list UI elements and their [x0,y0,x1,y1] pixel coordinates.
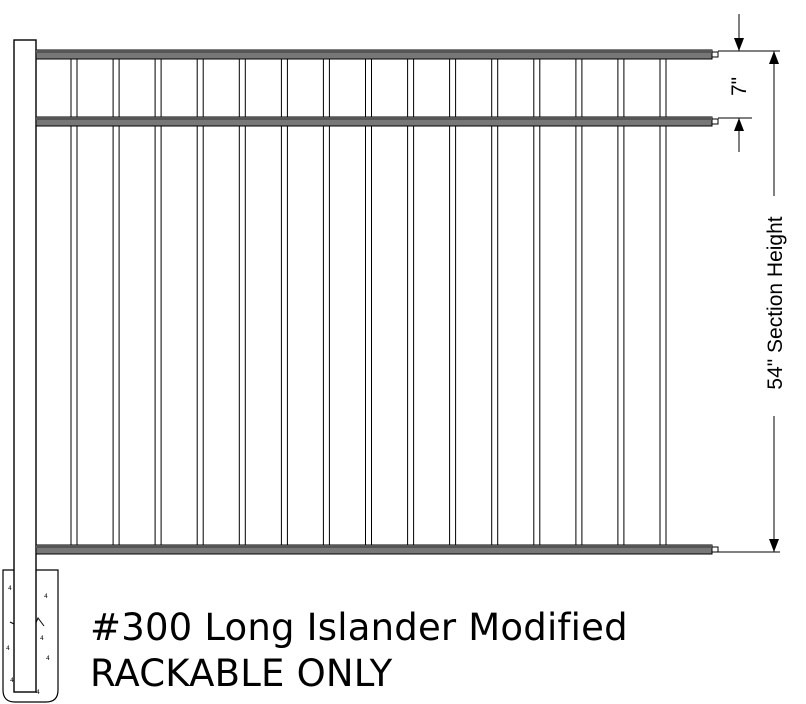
section-height-dimension: 54" Section Height [718,50,787,553]
drawing-title: #300 Long Islander Modified [90,606,628,649]
svg-text:4: 4 [40,635,44,642]
rails [35,49,719,555]
svg-text:4: 4 [10,677,14,684]
pickets [70,58,667,546]
bottom-rail [35,544,719,555]
picket [280,58,288,546]
picket [154,58,162,546]
picket [238,58,246,546]
picket [617,58,625,546]
svg-text:4: 4 [6,645,10,652]
section-height-label: 54" Section Height [764,216,787,389]
drawing-subtitle: RACKABLE ONLY [90,652,393,695]
fence-post [13,39,37,693]
picket [575,58,583,546]
svg-text:4: 4 [44,593,48,600]
rail-spacing-label: 7" [728,77,751,96]
picket [491,58,499,546]
svg-text:4: 4 [36,689,40,696]
picket [533,58,541,546]
picket [659,58,667,546]
picket [407,58,415,546]
picket [70,58,78,546]
svg-text:4: 4 [46,655,50,662]
svg-text:4: 4 [8,585,12,592]
picket [196,58,204,546]
picket [112,58,120,546]
picket [322,58,330,546]
top-rail [35,49,719,60]
picket [449,58,457,546]
picket [365,58,372,546]
rail-spacing-dimension: 7" [718,14,752,152]
second-rail [35,116,719,127]
